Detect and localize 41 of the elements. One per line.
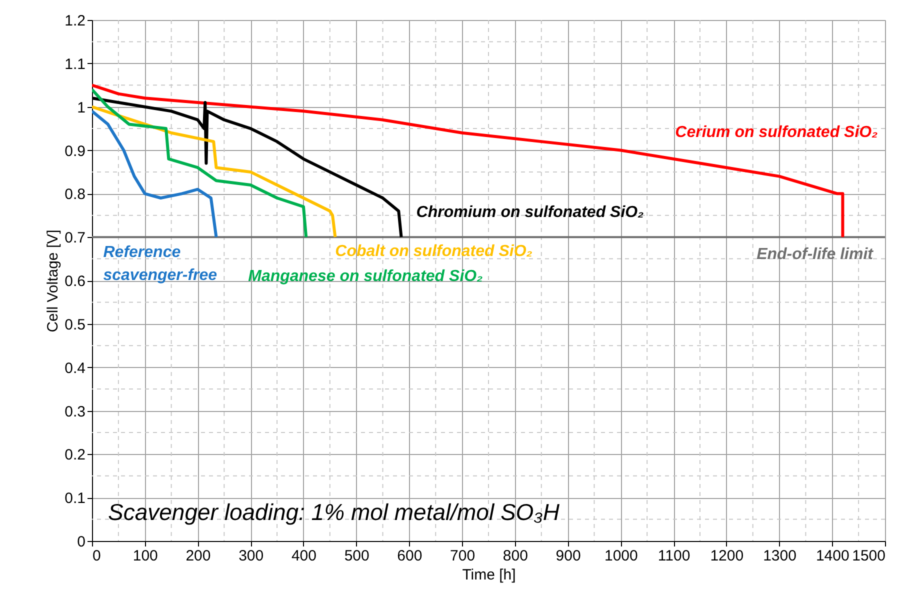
- y-tick-label: 0.5: [64, 316, 86, 334]
- x-tick-label: 1100: [658, 548, 690, 564]
- y-tick-label: 0.7: [64, 230, 86, 247]
- x-tick-label: 200: [186, 548, 211, 564]
- x-tick-label: 100: [132, 548, 158, 564]
- y-tick-label: 0.4: [64, 360, 86, 377]
- x-tick-label: 900: [556, 548, 581, 564]
- line-series: [92, 110, 218, 239]
- y-tick-label: 0.2: [64, 446, 86, 464]
- y-tick-label: 0.1: [64, 490, 86, 508]
- x-tick-label: 1500: [852, 548, 886, 564]
- text: Manganese on sulfonated SiO₂: [248, 268, 483, 286]
- y-tick-label: 0.6: [64, 273, 86, 290]
- y-tick-label: 0.3: [64, 403, 86, 420]
- x-tick-label: 1400: [816, 548, 850, 564]
- y-tick-label: 0.9: [64, 142, 86, 160]
- x-tick-label: 800: [502, 548, 528, 564]
- y-tick-label: 1.1: [64, 56, 86, 73]
- line-series: [92, 105, 337, 239]
- x-tick-label: 700: [450, 548, 476, 564]
- x-axis-title: Time [h]: [462, 566, 516, 584]
- y-tick-label: 1: [77, 99, 86, 116]
- series-label: Chromium on sulfonated SiO₂: [416, 204, 644, 222]
- x-tick-label: 1300: [763, 548, 796, 564]
- x-tick-label: 600: [397, 548, 422, 564]
- x-tick-label: 300: [238, 548, 264, 564]
- x-tick-label: 0: [92, 548, 101, 564]
- annotation: Scavenger loading: 1% mol metal/mol SO₃H: [108, 499, 560, 525]
- x-tick-label: 500: [344, 548, 370, 564]
- line-series: [92, 88, 308, 239]
- y-axis-title: Cell Voltage [V]: [44, 230, 62, 332]
- x-tick-label: 400: [291, 548, 316, 564]
- y-tick-label: 1.2: [64, 12, 86, 30]
- y-tick-label: 0: [77, 534, 86, 550]
- x-tick-label: 1200: [710, 548, 744, 564]
- series-label: Reference scavenger-free: [103, 244, 218, 284]
- series-label: Cobalt on sulfonated SiO₂: [335, 243, 532, 260]
- series-label: Cerium on sulfonated SiO₂: [675, 124, 878, 142]
- line-series: [92, 84, 844, 239]
- y-tick-label: 0.8: [64, 186, 86, 204]
- x-tick-label: 1000: [604, 548, 638, 564]
